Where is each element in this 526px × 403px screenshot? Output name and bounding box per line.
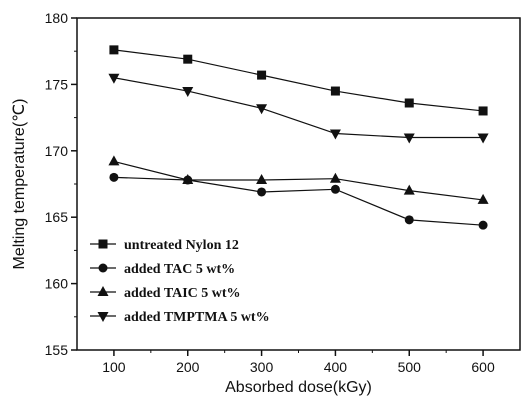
legend-item: added TAC 5 wt% [90, 262, 235, 277]
data-point [404, 215, 414, 225]
data-point [182, 174, 194, 185]
x-tick-label: 600 [471, 359, 495, 375]
data-point [329, 172, 341, 183]
data-point [182, 87, 194, 98]
x-axis-title: Absorbed dose(kGy) [225, 379, 372, 396]
y-tick-label: 160 [45, 276, 69, 292]
legend-marker [98, 239, 108, 249]
data-point [256, 104, 268, 115]
series-line [113, 49, 484, 112]
data-point [109, 45, 119, 55]
y-tick-label: 175 [45, 76, 69, 92]
data-point [257, 187, 267, 197]
legend: untreated Nylon 12 added TAC 5 wt% added T… [90, 238, 270, 325]
data-point [477, 193, 489, 204]
y-tick-label: 155 [45, 342, 69, 358]
series-group [108, 45, 489, 230]
legend-item: added TAIC 5 wt% [90, 286, 241, 301]
legend-marker [97, 312, 109, 322]
data-point [256, 174, 268, 185]
legend-label: added TAIC 5 wt% [124, 286, 241, 301]
legend-label: added TAC 5 wt% [124, 262, 235, 277]
data-point [108, 155, 120, 166]
legend-marker [98, 263, 108, 273]
data-point [257, 70, 267, 80]
legend-marker [97, 286, 109, 296]
y-tick-label: 170 [45, 143, 69, 159]
y-tick-label: 180 [45, 10, 69, 26]
x-tick-label: 300 [250, 359, 274, 375]
data-point [403, 133, 415, 144]
series-4 [108, 73, 489, 144]
series-2 [109, 172, 488, 230]
data-point [329, 129, 341, 140]
x-tick-label: 500 [398, 359, 422, 375]
data-point [478, 106, 488, 116]
legend-label: untreated Nylon 12 [124, 238, 239, 253]
data-point [477, 133, 489, 144]
data-point [183, 54, 193, 64]
x-tick-label: 200 [176, 359, 200, 375]
data-point [403, 184, 415, 195]
data-point [330, 86, 340, 96]
series-3 [108, 155, 489, 204]
data-point [330, 184, 340, 194]
data-point [109, 172, 119, 182]
tick-marks: 100 200 300 400 500 600 155 160 165 170 175 180 [45, 10, 495, 375]
series-line [113, 160, 484, 201]
legend-label: added TMPTMA 5 wt% [124, 310, 270, 325]
series-1 [109, 45, 488, 116]
x-tick-label: 100 [102, 359, 126, 375]
x-tick-label: 400 [324, 359, 348, 375]
series-line [113, 176, 484, 226]
data-point [404, 98, 414, 108]
series-line [113, 77, 484, 139]
legend-item: untreated Nylon 12 [90, 238, 239, 253]
y-axis-title: Melting temperature(℃) [11, 99, 28, 270]
data-point [478, 220, 488, 230]
data-point [108, 73, 120, 84]
legend-item: added TMPTMA 5 wt% [90, 310, 270, 325]
y-tick-label: 165 [45, 209, 69, 225]
